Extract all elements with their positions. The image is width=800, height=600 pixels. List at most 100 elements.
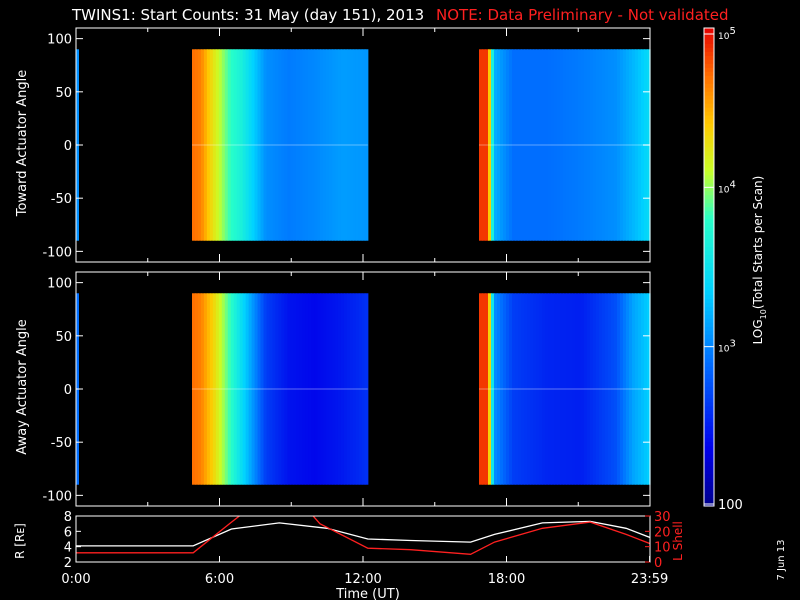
colorbar-cell bbox=[704, 107, 714, 113]
xtick-label: 12:00 bbox=[344, 572, 381, 587]
colorbar-cell bbox=[704, 79, 714, 85]
colorbar-cell bbox=[704, 450, 714, 455]
heatmap-cell bbox=[194, 293, 199, 485]
heatmap-cell bbox=[578, 49, 582, 241]
heatmap-cell bbox=[614, 49, 618, 241]
heatmap-cell bbox=[287, 293, 291, 485]
heatmap-cell bbox=[206, 49, 211, 241]
colorbar-cell bbox=[704, 247, 714, 252]
heatmap-cell bbox=[364, 293, 369, 485]
heatmap-cell bbox=[308, 49, 312, 241]
heatmap-cell bbox=[587, 49, 591, 241]
heatmap-cell bbox=[263, 293, 268, 485]
right-ytick-label: 10 bbox=[654, 541, 671, 556]
heatmap-cell bbox=[227, 49, 232, 241]
colorbar-cell bbox=[704, 251, 714, 256]
heatmap-cell bbox=[581, 49, 585, 241]
heatmap-cell bbox=[302, 49, 306, 241]
heatmap-cell bbox=[578, 293, 582, 485]
colorbar-cell bbox=[704, 442, 714, 447]
heatmap-cell bbox=[599, 293, 603, 485]
heatmap-cell bbox=[305, 293, 309, 485]
colorbar-cell bbox=[704, 83, 714, 89]
heatmap-cell bbox=[296, 49, 300, 241]
colorbar-tick-label: 104 bbox=[718, 179, 736, 195]
colorbar-tick-label: 100 bbox=[718, 498, 743, 513]
heatmap-cell bbox=[364, 49, 369, 241]
heatmap-cell bbox=[200, 293, 205, 485]
colorbar-cell bbox=[704, 175, 714, 180]
colorbar-cell bbox=[704, 171, 714, 176]
heatmap-cell bbox=[218, 293, 223, 485]
heatmap-cell bbox=[305, 49, 309, 241]
heatmap-cell bbox=[482, 293, 486, 485]
heatmap-cell bbox=[575, 49, 579, 241]
colorbar-cell bbox=[704, 99, 714, 105]
heatmap-cell bbox=[626, 49, 630, 241]
heatmap-cell bbox=[278, 49, 282, 241]
heatmap-cell bbox=[641, 49, 645, 241]
heatmap-cell bbox=[332, 49, 336, 241]
colorbar-cell bbox=[704, 227, 714, 232]
colorbar-cell bbox=[704, 127, 714, 133]
heatmap-cell bbox=[308, 293, 312, 485]
heatmap-cell bbox=[326, 49, 330, 241]
heatmap-cell bbox=[200, 49, 205, 241]
heatmap-cell bbox=[503, 293, 507, 485]
heatmap-cell bbox=[638, 49, 642, 241]
ytick-label: 100 bbox=[47, 277, 72, 292]
heatmap-cell bbox=[224, 49, 229, 241]
right-ytick-label: 30 bbox=[654, 510, 671, 525]
lshell-ylabel: L Shell bbox=[671, 521, 685, 561]
colorbar-cell bbox=[704, 458, 714, 463]
colorbar-cell bbox=[704, 75, 714, 81]
heatmap-cell bbox=[302, 293, 306, 485]
heatmap-cell bbox=[554, 49, 558, 241]
colorbar-cell bbox=[704, 259, 714, 264]
heatmap-cell bbox=[352, 49, 357, 241]
colorbar-cell bbox=[704, 159, 714, 165]
heatmap-cell bbox=[299, 293, 303, 485]
colorbar-label: LOG10(Total Starts per Scan) bbox=[751, 176, 768, 345]
heatmap-cell bbox=[233, 293, 238, 485]
colorbar-cell bbox=[704, 235, 714, 240]
heatmap-cell bbox=[221, 293, 226, 485]
colorbar-cell bbox=[704, 223, 714, 228]
heatmap-cell bbox=[272, 293, 277, 485]
colorbar-cell bbox=[704, 318, 714, 324]
heatmap-cell bbox=[343, 293, 348, 485]
colorbar-cell bbox=[704, 494, 714, 499]
heatmap-cell bbox=[343, 49, 348, 241]
colorbar-cell bbox=[704, 123, 714, 129]
heatmap-cell bbox=[218, 49, 223, 241]
heatmap-cell bbox=[569, 293, 573, 485]
heatmap-cell bbox=[560, 293, 564, 485]
heatmap-cell bbox=[623, 49, 627, 241]
heatmap-cell bbox=[239, 49, 244, 241]
heatmap-cell bbox=[572, 49, 576, 241]
colorbar-cell bbox=[704, 43, 714, 49]
colorbar-cell bbox=[704, 155, 714, 161]
colorbar-cell bbox=[704, 330, 714, 336]
heatmap-cell bbox=[635, 49, 639, 241]
heatmap-cell bbox=[317, 293, 321, 485]
heatmap-cell bbox=[299, 49, 303, 241]
colorbar-cell bbox=[704, 426, 714, 431]
xtick-label: 18:00 bbox=[488, 572, 525, 587]
heatmap-cell bbox=[584, 49, 588, 241]
heatmap-cell bbox=[587, 293, 591, 485]
colorbar-cell bbox=[704, 39, 714, 45]
heatmap-cell bbox=[581, 293, 585, 485]
heatmap-cell bbox=[497, 49, 501, 241]
heatmap-cell bbox=[346, 293, 351, 485]
heatmap-cell bbox=[293, 49, 297, 241]
heatmap-cell bbox=[638, 293, 642, 485]
heatmap-cell bbox=[209, 49, 214, 241]
heatmap-cell bbox=[602, 49, 606, 241]
colorbar-cell bbox=[704, 47, 714, 53]
heatmap-cell bbox=[500, 49, 504, 241]
right-ytick-label: 20 bbox=[654, 525, 671, 540]
colorbar-cell bbox=[704, 103, 714, 109]
heatmap-cell bbox=[626, 293, 630, 485]
heatmap-cell bbox=[575, 293, 579, 485]
